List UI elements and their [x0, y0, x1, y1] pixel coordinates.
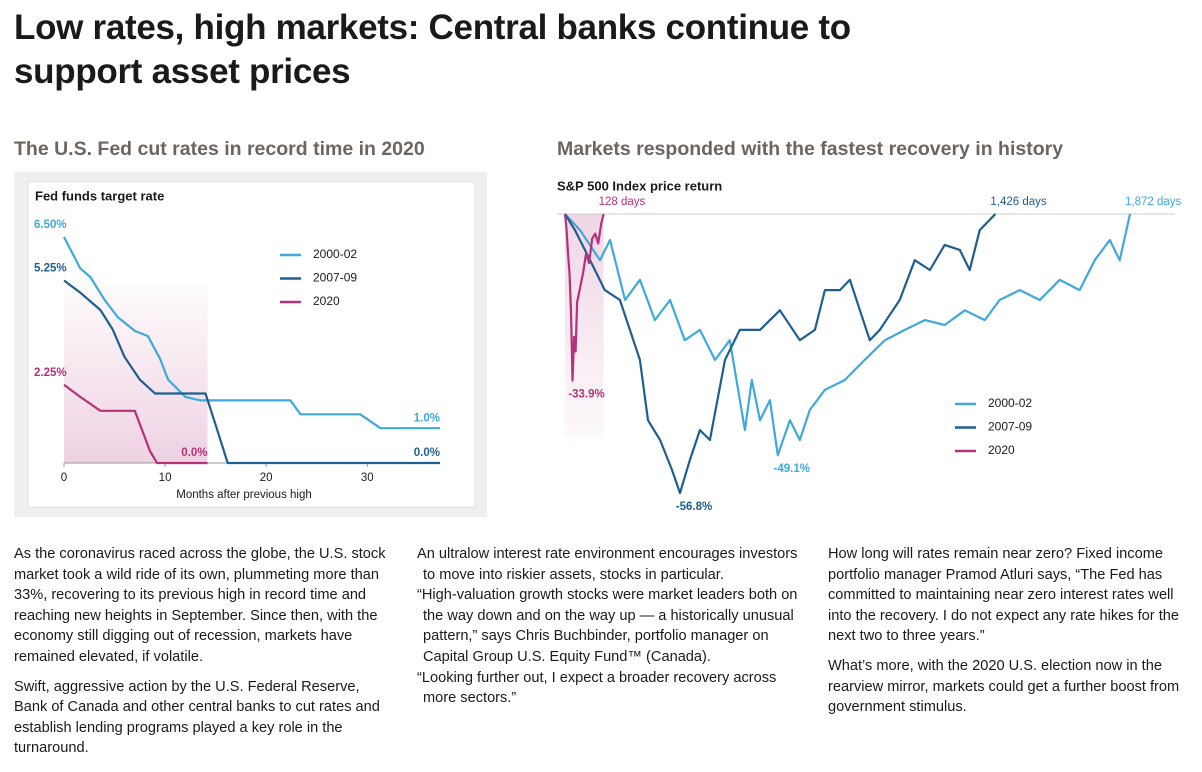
x-label: 1,426 days — [990, 196, 1047, 208]
paragraph: “High-valuation growth stocks were marke… — [417, 587, 798, 665]
line — [63, 383, 208, 465]
value-label: -49.1% — [774, 463, 810, 475]
text-column: An ultralow interest rate environment en… — [417, 544, 809, 709]
legend-label: 2007-09 — [313, 271, 357, 285]
charts: The U.S. Fed cut rates in record time in… — [14, 138, 1182, 517]
line — [563, 213, 605, 382]
paragraph: Swift, aggressive action by the U.S. Fed… — [14, 678, 380, 757]
x-label: 128 days — [599, 196, 646, 208]
text-column: As the coronavirus raced across the glob… — [14, 544, 389, 768]
legend-label: 2007-09 — [988, 420, 1032, 434]
value-label: 0.0% — [181, 447, 207, 459]
legend-label: 2000-02 — [988, 396, 1032, 410]
chart-heading: The U.S. Fed cut rates in record time in… — [14, 138, 425, 160]
paragraph: What’s more, with the 2020 U.S. election… — [828, 657, 1180, 716]
paragraph: As the coronavirus raced across the glob… — [14, 546, 386, 665]
line — [63, 236, 440, 430]
x-tick-label: 0 — [61, 472, 67, 484]
legend-label: 2020 — [313, 294, 340, 308]
line — [564, 213, 1132, 457]
paragraph: How long will rates remain near zero? Fi… — [828, 546, 1179, 645]
legend-label: 2020 — [988, 443, 1015, 457]
x-tick-label: 10 — [159, 472, 172, 484]
chart-heading: Markets responded with the fastest recov… — [557, 138, 1063, 160]
value-label: 1.0% — [414, 412, 440, 424]
line — [564, 213, 997, 495]
x-label: 1,872 days — [1125, 196, 1182, 208]
legend-label: 2000-02 — [313, 247, 357, 261]
x-tick-label: 20 — [260, 472, 273, 484]
chart-subtitle: Fed funds target rate — [35, 188, 164, 203]
value-label: 0.0% — [414, 447, 440, 459]
x-tick-label: 30 — [361, 472, 374, 484]
paragraph: An ultralow interest rate environment en… — [417, 546, 798, 583]
value-label: 5.25% — [34, 262, 67, 274]
value-label: -33.9% — [568, 389, 604, 401]
paragraph: “Looking further out, I expect a broader… — [417, 669, 777, 707]
value-label: 2.25% — [34, 367, 67, 379]
chart-subtitle: S&P 500 Index price return — [557, 178, 722, 193]
value-label: 6.50% — [34, 219, 67, 231]
x-axis-label: Months after previous high — [176, 489, 312, 501]
text-column: How long will rates remain near zero? Fi… — [828, 544, 1200, 727]
page-title: Low rates, high markets: Central banks c… — [14, 8, 851, 91]
line — [63, 279, 440, 465]
value-label: -56.8% — [676, 501, 712, 513]
